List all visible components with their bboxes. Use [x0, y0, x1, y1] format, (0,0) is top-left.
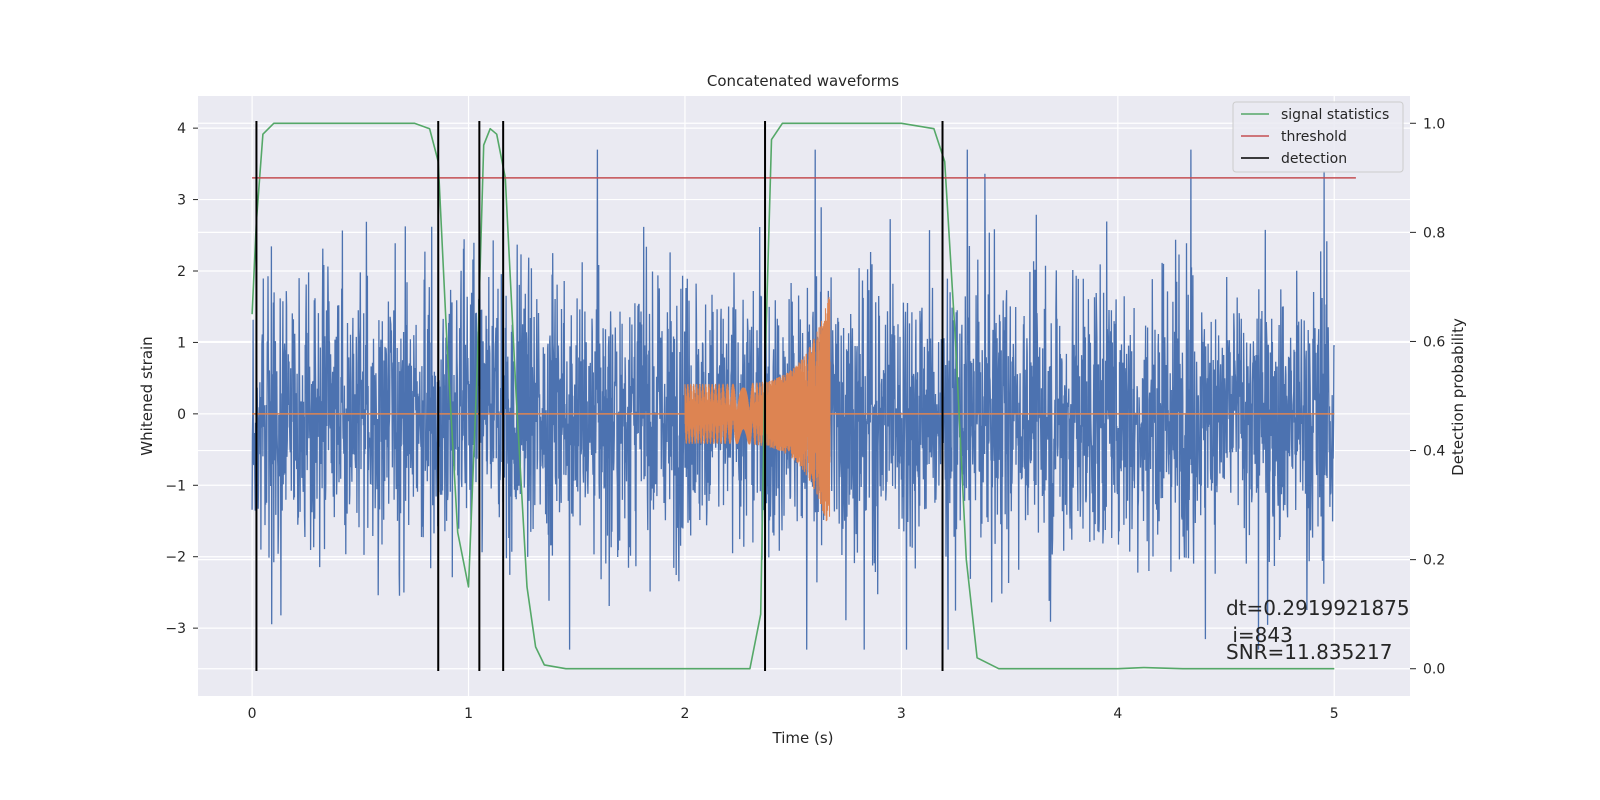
noise-trace [251, 149, 1335, 650]
x-tick-label: 0 [248, 706, 257, 722]
y-right-tick-label: 0.4 [1423, 444, 1445, 460]
legend-label-detection: detection [1281, 151, 1347, 167]
y-tick-label: 0 [177, 407, 186, 423]
legend-box [1232, 101, 1404, 173]
x-tick-label: 4 [1113, 706, 1122, 722]
injection-trace [684, 297, 831, 522]
y-tick-label: 4 [177, 121, 186, 137]
y-tick-label: −2 [165, 550, 186, 566]
signal-statistics-line [251, 122, 1335, 670]
legend-label-signal-statistics: signal statistics [1281, 107, 1389, 123]
axis-ticks: 0 1 2 3 4 5 −3 −2 −1 0 1 2 3 4 0.0 0.2 0.4 0.6 0.8 1.0 [165, 116, 1445, 722]
x-tick-label: 3 [897, 706, 906, 722]
y-right-tick-label: 0.8 [1423, 225, 1445, 241]
injection-series [252, 297, 1335, 522]
y-tick-label: −1 [165, 478, 186, 494]
x-tick-label: 5 [1330, 706, 1339, 722]
y-right-axis-label: Detection probability [1449, 318, 1467, 476]
annotation-snr: SNR=11.835217 [1226, 640, 1392, 664]
y-tick-label: 1 [177, 335, 186, 351]
y-axis-label: Whitened strain [138, 336, 156, 455]
x-tick-label: 1 [464, 706, 473, 722]
y-tick-label: −3 [165, 621, 186, 637]
y-tick-label: 3 [177, 193, 186, 209]
x-tick-label: 2 [681, 706, 690, 722]
y-right-tick-label: 0.0 [1423, 662, 1445, 678]
legend-label-threshold: threshold [1281, 129, 1347, 145]
chart-title: Concatenated waveforms [707, 72, 899, 90]
noise-series [251, 149, 1335, 650]
y-right-tick-label: 0.6 [1423, 334, 1445, 350]
legend: signal statistics threshold detection [1232, 101, 1404, 173]
annotation-index: i=843 [1226, 623, 1293, 647]
detection-series [255, 121, 944, 671]
y-tick-label: 2 [177, 264, 186, 280]
signal-statistics-series [251, 122, 1335, 670]
x-axis-label: Time (s) [772, 729, 834, 747]
annotation-dt: dt=0.2919921875 [1226, 596, 1410, 620]
y-right-tick-label: 0.2 [1423, 553, 1445, 569]
y-right-tick-label: 1.0 [1423, 116, 1445, 132]
